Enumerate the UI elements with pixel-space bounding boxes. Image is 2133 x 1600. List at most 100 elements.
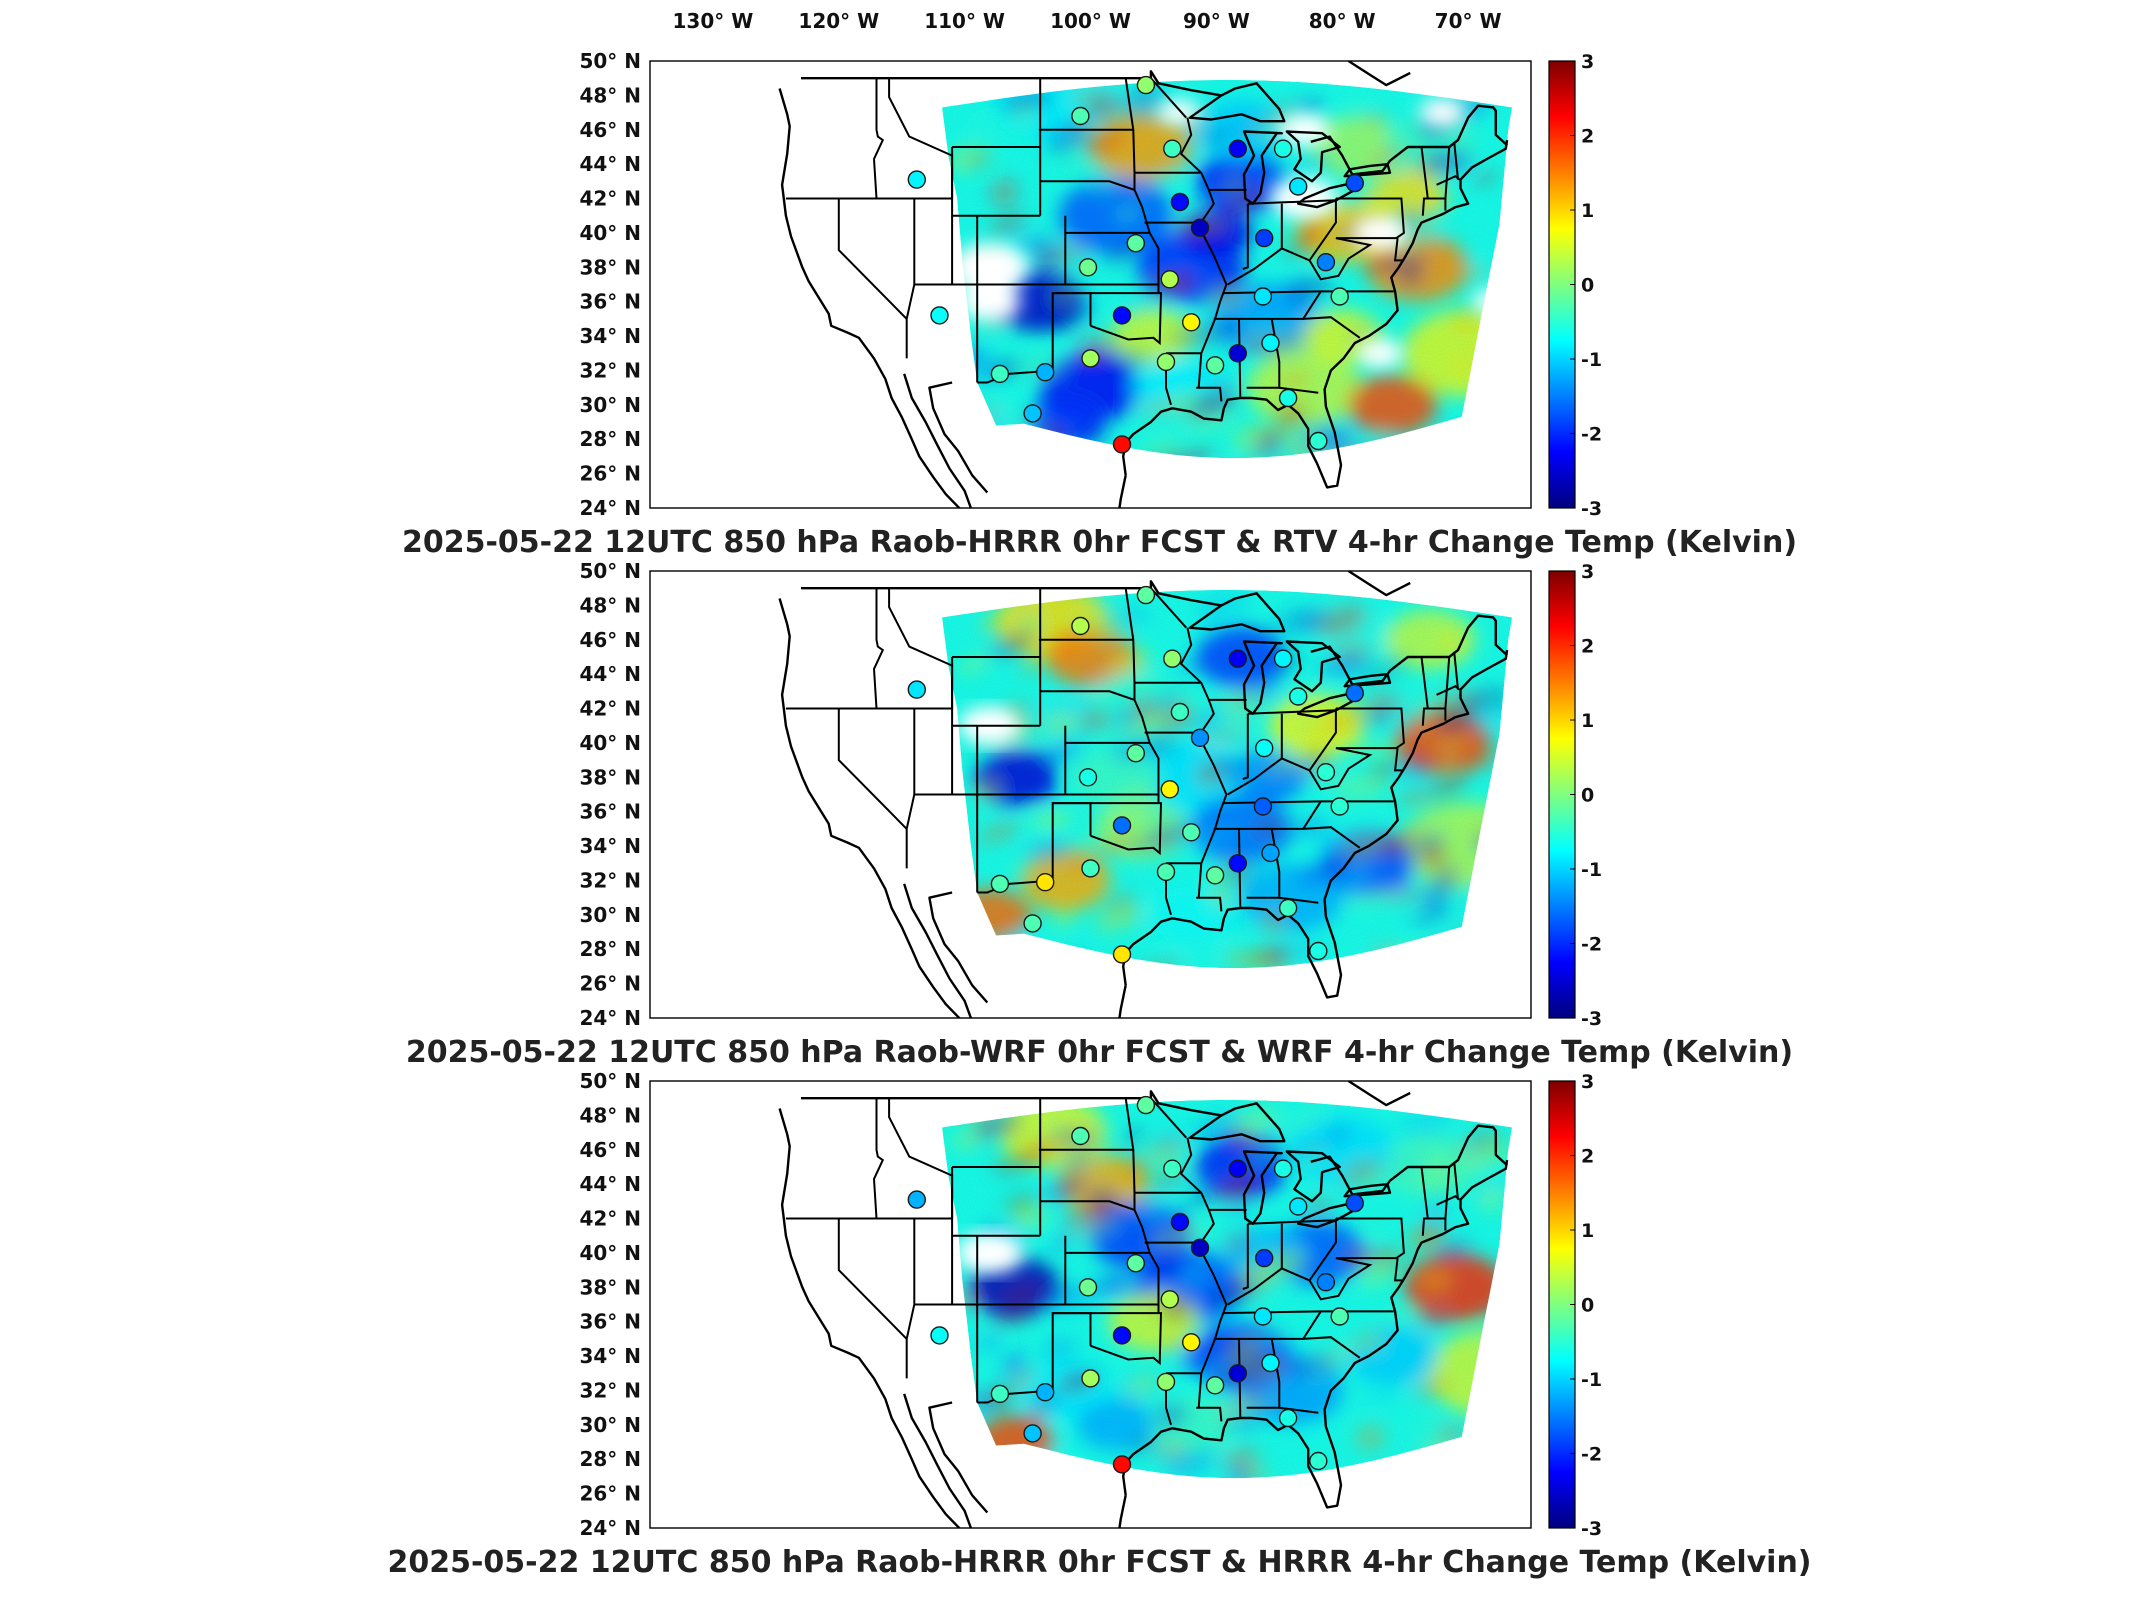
colorbar: 3 2 1 0 -1 -2 -3: [1548, 561, 1602, 1030]
station-marker: [1156, 352, 1176, 372]
station-marker: [1253, 287, 1273, 306]
map-frame: [649, 1080, 1532, 1529]
latitude-label: 24° N: [579, 496, 641, 520]
station-marker: [930, 1326, 949, 1345]
station-marker: [1278, 1408, 1298, 1428]
longitude-label: 110° W: [924, 9, 1005, 33]
station-marker: [1071, 1126, 1090, 1146]
latitude-label: 24° N: [579, 1516, 641, 1540]
station-marker: [1078, 258, 1098, 277]
latitude-label: 48° N: [579, 1103, 641, 1127]
station-marker: [1181, 313, 1201, 332]
station-marker: [1023, 1424, 1042, 1443]
station-marker: [1309, 431, 1328, 451]
station-marker: [1071, 106, 1090, 126]
station-marker: [1156, 1372, 1176, 1392]
station-marker: [907, 1190, 926, 1209]
station-marker: [1345, 683, 1365, 703]
station-marker: [1261, 333, 1280, 353]
station-marker: [1126, 1253, 1146, 1273]
latitude-labels: 50° N 48° N 46° N 44° N 42° N 40° N 38° N 36° N…: [579, 559, 641, 1030]
latitude-label: 26° N: [579, 462, 641, 486]
station-marker: [1160, 270, 1180, 289]
colorbar-tick-label: -2: [1581, 1444, 1602, 1466]
station-marker: [1112, 435, 1132, 454]
station-marker: [1023, 914, 1042, 933]
latitude-label: 28° N: [579, 937, 641, 961]
longitude-label: 130° W: [673, 9, 754, 33]
colorbar-tick-label: -2: [1581, 424, 1602, 446]
temperature-change-field: [942, 1099, 1513, 1479]
map-outlines: [778, 571, 1509, 1018]
latitude-label: 36° N: [579, 1310, 641, 1334]
latitude-label: 46° N: [579, 628, 641, 652]
temperature-change-field: [942, 79, 1513, 459]
latitude-label: 30° N: [579, 903, 641, 927]
map-outlines: [778, 61, 1509, 508]
station-marker: [1205, 356, 1225, 375]
latitude-label: 44° N: [579, 662, 641, 686]
colorbar-tick-label: 2: [1581, 1146, 1594, 1168]
station-marker: [1156, 862, 1176, 882]
longitude-label: 90° W: [1183, 9, 1250, 33]
station-marker: [1253, 797, 1273, 816]
latitude-label: 38° N: [579, 765, 641, 789]
panel-title: 2025-05-22 12UTC 850 hPa Raob-WRF 0hr FC…: [406, 1035, 1793, 1070]
temperature-change-field: [942, 589, 1513, 969]
station-marker: [1273, 1159, 1293, 1178]
station-marker: [1278, 388, 1298, 408]
station-marker: [1163, 649, 1182, 668]
latitude-label: 30° N: [579, 393, 641, 417]
station-marker: [990, 1384, 1010, 1404]
latitude-label: 36° N: [579, 290, 641, 314]
station-marker: [1316, 253, 1336, 272]
colorbar: 3 2 1 0 -1 -2 -3: [1548, 1071, 1602, 1540]
station-marker: [1136, 1095, 1156, 1115]
latitude-label: 38° N: [579, 1275, 641, 1299]
station-marker: [1181, 823, 1201, 842]
station-marker: [1071, 616, 1090, 636]
colorbar-tick-label: -3: [1581, 1008, 1602, 1030]
map-outlines: [778, 1081, 1509, 1528]
station-marker: [1288, 687, 1308, 706]
station-marker: [1345, 173, 1365, 193]
latitude-label: 28° N: [579, 1447, 641, 1471]
station-marker: [1112, 1326, 1132, 1345]
longitude-label: 70° W: [1435, 9, 1502, 33]
station-marker: [1228, 139, 1248, 158]
station-marker: [1254, 1248, 1274, 1268]
latitude-label: 32° N: [579, 869, 641, 893]
station-marker: [1273, 649, 1293, 668]
station-marker: [1181, 1333, 1201, 1352]
latitude-label: 48° N: [579, 83, 641, 107]
station-marker: [1112, 306, 1132, 325]
panels: 50° N 48° N 46° N 44° N 42° N 40° N 38° N 36° N…: [387, 49, 1811, 1580]
latitude-label: 38° N: [579, 255, 641, 279]
station-marker: [1126, 744, 1146, 763]
latitude-label: 42° N: [579, 1207, 641, 1231]
station-marker: [1205, 1376, 1225, 1395]
colorbar-tick-label: -3: [1581, 1518, 1602, 1540]
station-marker: [1205, 866, 1225, 885]
station-marker: [1023, 404, 1042, 423]
colorbar-tick-label: 1: [1581, 710, 1594, 732]
longitude-labels: 130° W 120° W 110° W 100° W 90° W 80° W 70° W: [673, 9, 1502, 33]
latitude-label: 34° N: [579, 834, 641, 858]
colorbar: 3 2 1 0 -1 -2 -3: [1548, 51, 1602, 520]
station-marker: [907, 680, 926, 699]
latitude-label: 30° N: [579, 1413, 641, 1437]
station-marker: [1345, 1193, 1365, 1213]
station-marker: [1228, 1364, 1248, 1383]
station-marker: [1163, 1159, 1182, 1178]
station-marker: [1228, 1159, 1248, 1178]
station-marker: [990, 364, 1010, 384]
station-marker: [1254, 738, 1274, 758]
station-marker: [1330, 1307, 1349, 1326]
colorbar-tick-label: 2: [1581, 126, 1594, 148]
raob-stations: [907, 75, 1365, 454]
colorbar-tick-label: 1: [1581, 1220, 1594, 1242]
station-marker: [1316, 1272, 1336, 1292]
station-marker: [1081, 349, 1100, 368]
latitude-label: 50° N: [579, 1069, 641, 1093]
